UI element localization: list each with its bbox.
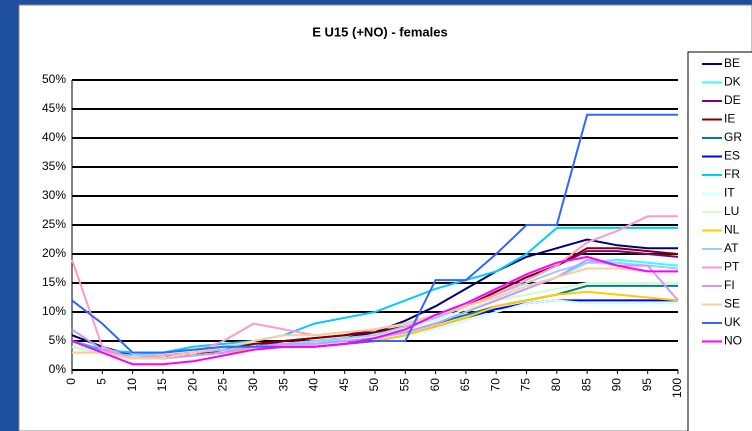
x-tick-label: 30: [246, 378, 260, 392]
x-tick-label: 35: [276, 378, 290, 392]
y-tick-label: 0%: [49, 362, 67, 376]
x-tick-label: 20: [185, 378, 199, 392]
y-tick-label: 40%: [42, 130, 66, 144]
x-tick-label: 65: [458, 378, 472, 392]
y-tick-label: 50%: [42, 72, 66, 86]
legend-label: NL: [724, 223, 740, 237]
x-tick-label: 95: [640, 378, 654, 392]
x-tick-label: 100: [670, 378, 684, 398]
x-tick-label: 15: [155, 378, 169, 392]
legend-label: PT: [724, 260, 740, 274]
y-tick-label: 20%: [42, 246, 66, 260]
x-tick-label: 50: [367, 378, 381, 392]
legend-label: SE: [724, 297, 740, 311]
series-line: [71, 113, 678, 354]
legend-label: IT: [724, 186, 735, 200]
y-tick-label: 30%: [42, 188, 66, 202]
series-line: [72, 267, 678, 360]
x-tick-label: 0: [64, 378, 78, 385]
x-tick-label: 55: [397, 378, 411, 392]
legend-label: FR: [724, 167, 740, 181]
legend-label: DE: [724, 93, 741, 107]
y-tick-label: 10%: [42, 304, 66, 318]
x-tick-label: 80: [549, 378, 563, 392]
legend-label: NO: [724, 334, 742, 348]
x-tick-label: 90: [610, 378, 624, 392]
legend-label: AT: [724, 241, 739, 255]
y-tick-label: 5%: [49, 333, 67, 347]
y-tick-label: 35%: [42, 159, 66, 173]
legend-label: BE: [724, 56, 740, 70]
legend-label: LU: [724, 204, 739, 218]
x-tick-label: 70: [488, 378, 502, 392]
legend-label: FI: [724, 278, 735, 292]
y-tick-label: 15%: [42, 275, 66, 289]
chart-title: E U15 (+NO) - females: [312, 24, 447, 39]
legend-label: IE: [724, 112, 735, 126]
x-tick-label: 25: [216, 378, 230, 392]
x-tick-label: 60: [428, 378, 442, 392]
chart-panel: [18, 4, 752, 431]
x-tick-label: 5: [94, 378, 108, 385]
y-tick-label: 45%: [42, 101, 66, 115]
legend-label: ES: [724, 149, 740, 163]
y-tick-label: 25%: [42, 217, 66, 231]
x-tick-label: 75: [519, 378, 533, 392]
x-tick-label: 45: [337, 378, 351, 392]
x-tick-label: 10: [125, 378, 139, 392]
legend-label: UK: [724, 315, 741, 329]
x-tick-label: 40: [307, 378, 321, 392]
legend-box: [687, 51, 752, 431]
series-line: [71, 255, 678, 366]
legend-label: GR: [724, 130, 742, 144]
legend-label: DK: [724, 75, 741, 89]
x-tick-label: 85: [579, 378, 593, 392]
